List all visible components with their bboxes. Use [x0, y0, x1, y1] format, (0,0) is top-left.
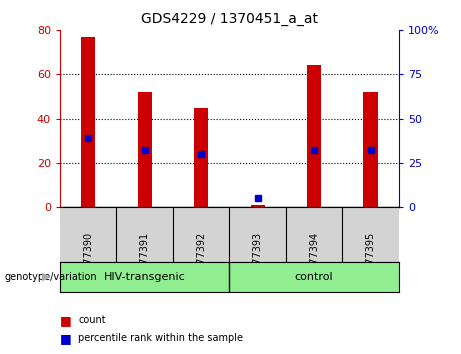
- Bar: [363, 92, 378, 207]
- Text: GSM677395: GSM677395: [366, 232, 376, 291]
- Bar: [307, 65, 321, 207]
- Text: GSM677391: GSM677391: [140, 232, 150, 291]
- Text: ■: ■: [60, 332, 71, 344]
- Text: GSM677392: GSM677392: [196, 232, 206, 291]
- Bar: [194, 108, 208, 207]
- Text: control: control: [295, 272, 333, 282]
- Title: GDS4229 / 1370451_a_at: GDS4229 / 1370451_a_at: [141, 12, 318, 26]
- Text: count: count: [78, 315, 106, 325]
- Bar: [137, 92, 152, 207]
- Bar: [81, 37, 95, 207]
- Text: ▶: ▶: [41, 272, 50, 282]
- Text: GSM677393: GSM677393: [253, 232, 263, 291]
- Text: percentile rank within the sample: percentile rank within the sample: [78, 333, 243, 343]
- Bar: [250, 205, 265, 207]
- Text: genotype/variation: genotype/variation: [5, 272, 97, 282]
- Text: ■: ■: [60, 314, 71, 327]
- Text: HIV-transgenic: HIV-transgenic: [104, 272, 185, 282]
- Text: GSM677394: GSM677394: [309, 232, 319, 291]
- Text: GSM677390: GSM677390: [83, 232, 93, 291]
